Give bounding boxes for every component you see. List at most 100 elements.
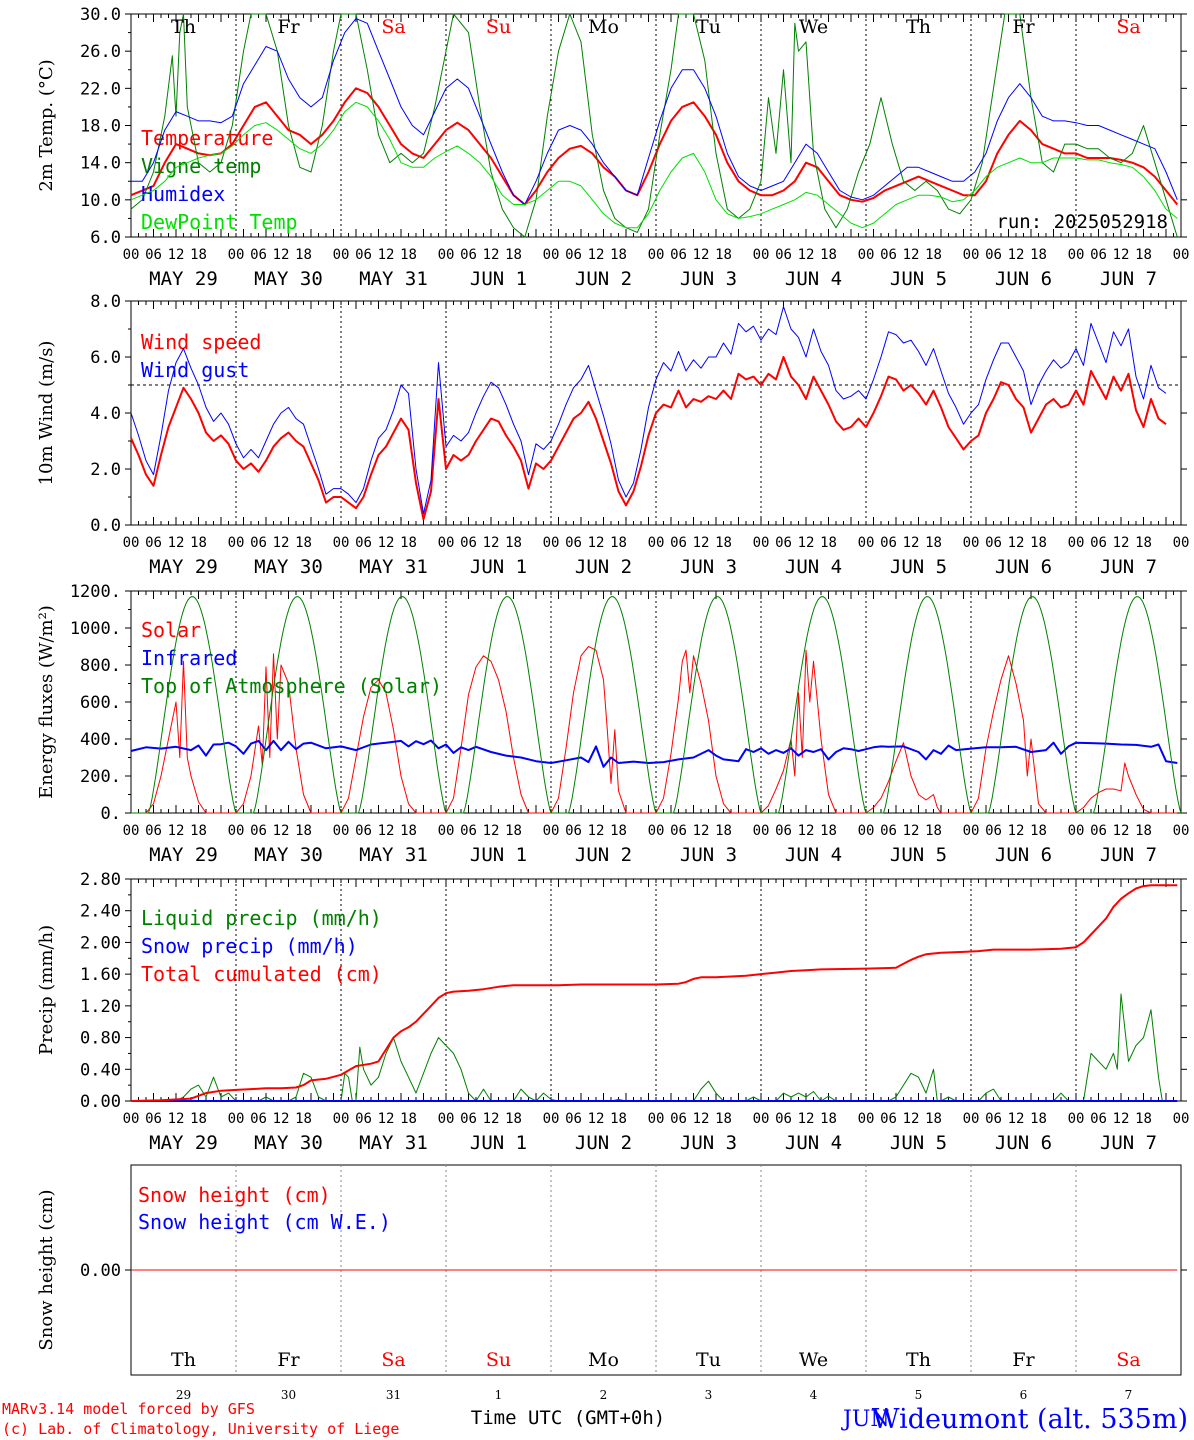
y-tick-label: 22.0 xyxy=(80,79,121,99)
hour-tick-label: 00 xyxy=(963,247,980,263)
legend-entry: Wind speed xyxy=(141,330,261,354)
weekday-label: Su xyxy=(486,16,511,38)
y-tick-label: 8.0 xyxy=(90,292,121,312)
hour-tick-label: 12 xyxy=(483,535,500,551)
hour-tick-label: 18 xyxy=(1135,535,1152,551)
hour-tick-label: 18 xyxy=(610,535,627,551)
y-tick-label: 2.80 xyxy=(80,870,121,890)
y-tick-label: 6.0 xyxy=(90,228,121,248)
hour-tick-label: 00 xyxy=(543,823,560,839)
hour-tick-label: 12 xyxy=(483,1111,500,1127)
series-line-top-of-atmosphere-solar- xyxy=(131,596,1182,814)
credit-line: (c) Lab. of Climatology, University of L… xyxy=(2,1420,399,1438)
y-tick-label: 26.0 xyxy=(80,42,121,62)
day-label: MAY 29 xyxy=(149,1132,218,1154)
hour-tick-label: 12 xyxy=(798,823,815,839)
hour-tick-label: 00 xyxy=(543,535,560,551)
hour-tick-label: 00 xyxy=(333,1111,350,1127)
hour-tick-label: 06 xyxy=(565,823,582,839)
hour-tick-label: 06 xyxy=(880,247,897,263)
weekday-label: Fr xyxy=(277,1349,300,1371)
hour-tick-label: 12 xyxy=(1113,535,1130,551)
day-label: JUN 5 xyxy=(890,1132,947,1154)
hour-tick-label: 12 xyxy=(168,535,185,551)
y-tick-label: 0.80 xyxy=(80,1029,121,1049)
series-line-humidex xyxy=(131,18,1178,205)
weekday-label: Su xyxy=(486,1349,511,1371)
hour-tick-label: 18 xyxy=(820,247,837,263)
hour-tick-label: 18 xyxy=(820,823,837,839)
weekday-label: Sa xyxy=(1116,16,1140,38)
hour-tick-label: 06 xyxy=(250,247,267,263)
hour-tick-label: 12 xyxy=(273,535,290,551)
hour-tick-label: 00 xyxy=(648,1111,665,1127)
day-label: JUN 2 xyxy=(575,556,632,578)
day-label: JUN 3 xyxy=(680,268,737,290)
hour-tick-label: 00 xyxy=(228,1111,245,1127)
weekday-label: Th xyxy=(171,1349,196,1371)
hour-tick-label: 06 xyxy=(1090,535,1107,551)
hour-tick-label: 18 xyxy=(190,247,207,263)
y-tick-label: 1200. xyxy=(70,582,121,602)
hour-tick-label: 12 xyxy=(273,247,290,263)
hour-tick-label: 06 xyxy=(1090,247,1107,263)
hour-tick-label: 12 xyxy=(588,535,605,551)
hour-tick-label: 12 xyxy=(903,823,920,839)
series-line-solar xyxy=(131,646,1178,814)
hour-tick-label: 00 xyxy=(753,823,770,839)
y-tick-label: 200. xyxy=(80,767,121,787)
hour-tick-label: 06 xyxy=(355,823,372,839)
day-number: 29 xyxy=(176,1388,191,1402)
day-label: MAY 31 xyxy=(359,844,428,866)
series-line-vigne-temp xyxy=(130,13,1178,238)
y-axis-title: 2m Temp. (°C) xyxy=(36,59,57,191)
hour-tick-label: 00 xyxy=(1173,247,1190,263)
y-tick-label: 0.0 xyxy=(90,516,121,536)
run-label: run: 2025052918 xyxy=(996,211,1168,233)
hour-tick-label: 00 xyxy=(543,247,560,263)
day-label: JUN 6 xyxy=(995,1132,1052,1154)
hour-tick-label: 12 xyxy=(693,1111,710,1127)
legend-entry: Wind gust xyxy=(141,358,249,382)
hour-tick-label: 00 xyxy=(228,823,245,839)
day-label: JUN 6 xyxy=(995,844,1052,866)
hour-tick-label: 00 xyxy=(333,247,350,263)
hour-tick-label: 00 xyxy=(123,247,140,263)
y-tick-label: 600. xyxy=(80,693,121,713)
day-label: JUN 1 xyxy=(470,1132,527,1154)
hour-tick-label: 18 xyxy=(190,1111,207,1127)
hour-tick-label: 18 xyxy=(505,823,522,839)
day-label: JUN 1 xyxy=(470,268,527,290)
hour-tick-label: 18 xyxy=(715,1111,732,1127)
hour-tick-label: 06 xyxy=(565,1111,582,1127)
hour-tick-label: 06 xyxy=(670,535,687,551)
day-label: JUN 2 xyxy=(575,268,632,290)
y-tick-label: 1.60 xyxy=(80,965,121,985)
hour-tick-label: 00 xyxy=(438,535,455,551)
hour-tick-label: 18 xyxy=(820,535,837,551)
weekday-label: Sa xyxy=(381,16,405,38)
hour-tick-label: 06 xyxy=(145,535,162,551)
day-label: MAY 31 xyxy=(359,1132,428,1154)
legend-entry: Snow height (cm) xyxy=(138,1183,331,1207)
hour-tick-label: 12 xyxy=(168,247,185,263)
hour-tick-label: 00 xyxy=(858,247,875,263)
day-number: 3 xyxy=(705,1388,713,1402)
series-line-infrared xyxy=(130,739,1178,768)
hour-tick-label: 18 xyxy=(1030,1111,1047,1127)
weekday-label: Fr xyxy=(1012,16,1035,38)
hour-tick-label: 06 xyxy=(250,1111,267,1127)
hour-tick-label: 18 xyxy=(190,823,207,839)
day-number: 5 xyxy=(915,1388,923,1402)
y-tick-label: 4.0 xyxy=(90,404,121,424)
hour-tick-label: 06 xyxy=(460,535,477,551)
hour-tick-label: 12 xyxy=(1113,823,1130,839)
hour-tick-label: 12 xyxy=(903,247,920,263)
weekday-label: Mo xyxy=(588,16,619,38)
weekday-label: We xyxy=(799,16,828,38)
day-label: JUN 3 xyxy=(680,556,737,578)
hour-tick-label: 12 xyxy=(588,247,605,263)
hour-tick-label: 00 xyxy=(1068,535,1085,551)
hour-tick-label: 18 xyxy=(505,1111,522,1127)
hour-tick-label: 00 xyxy=(228,535,245,551)
